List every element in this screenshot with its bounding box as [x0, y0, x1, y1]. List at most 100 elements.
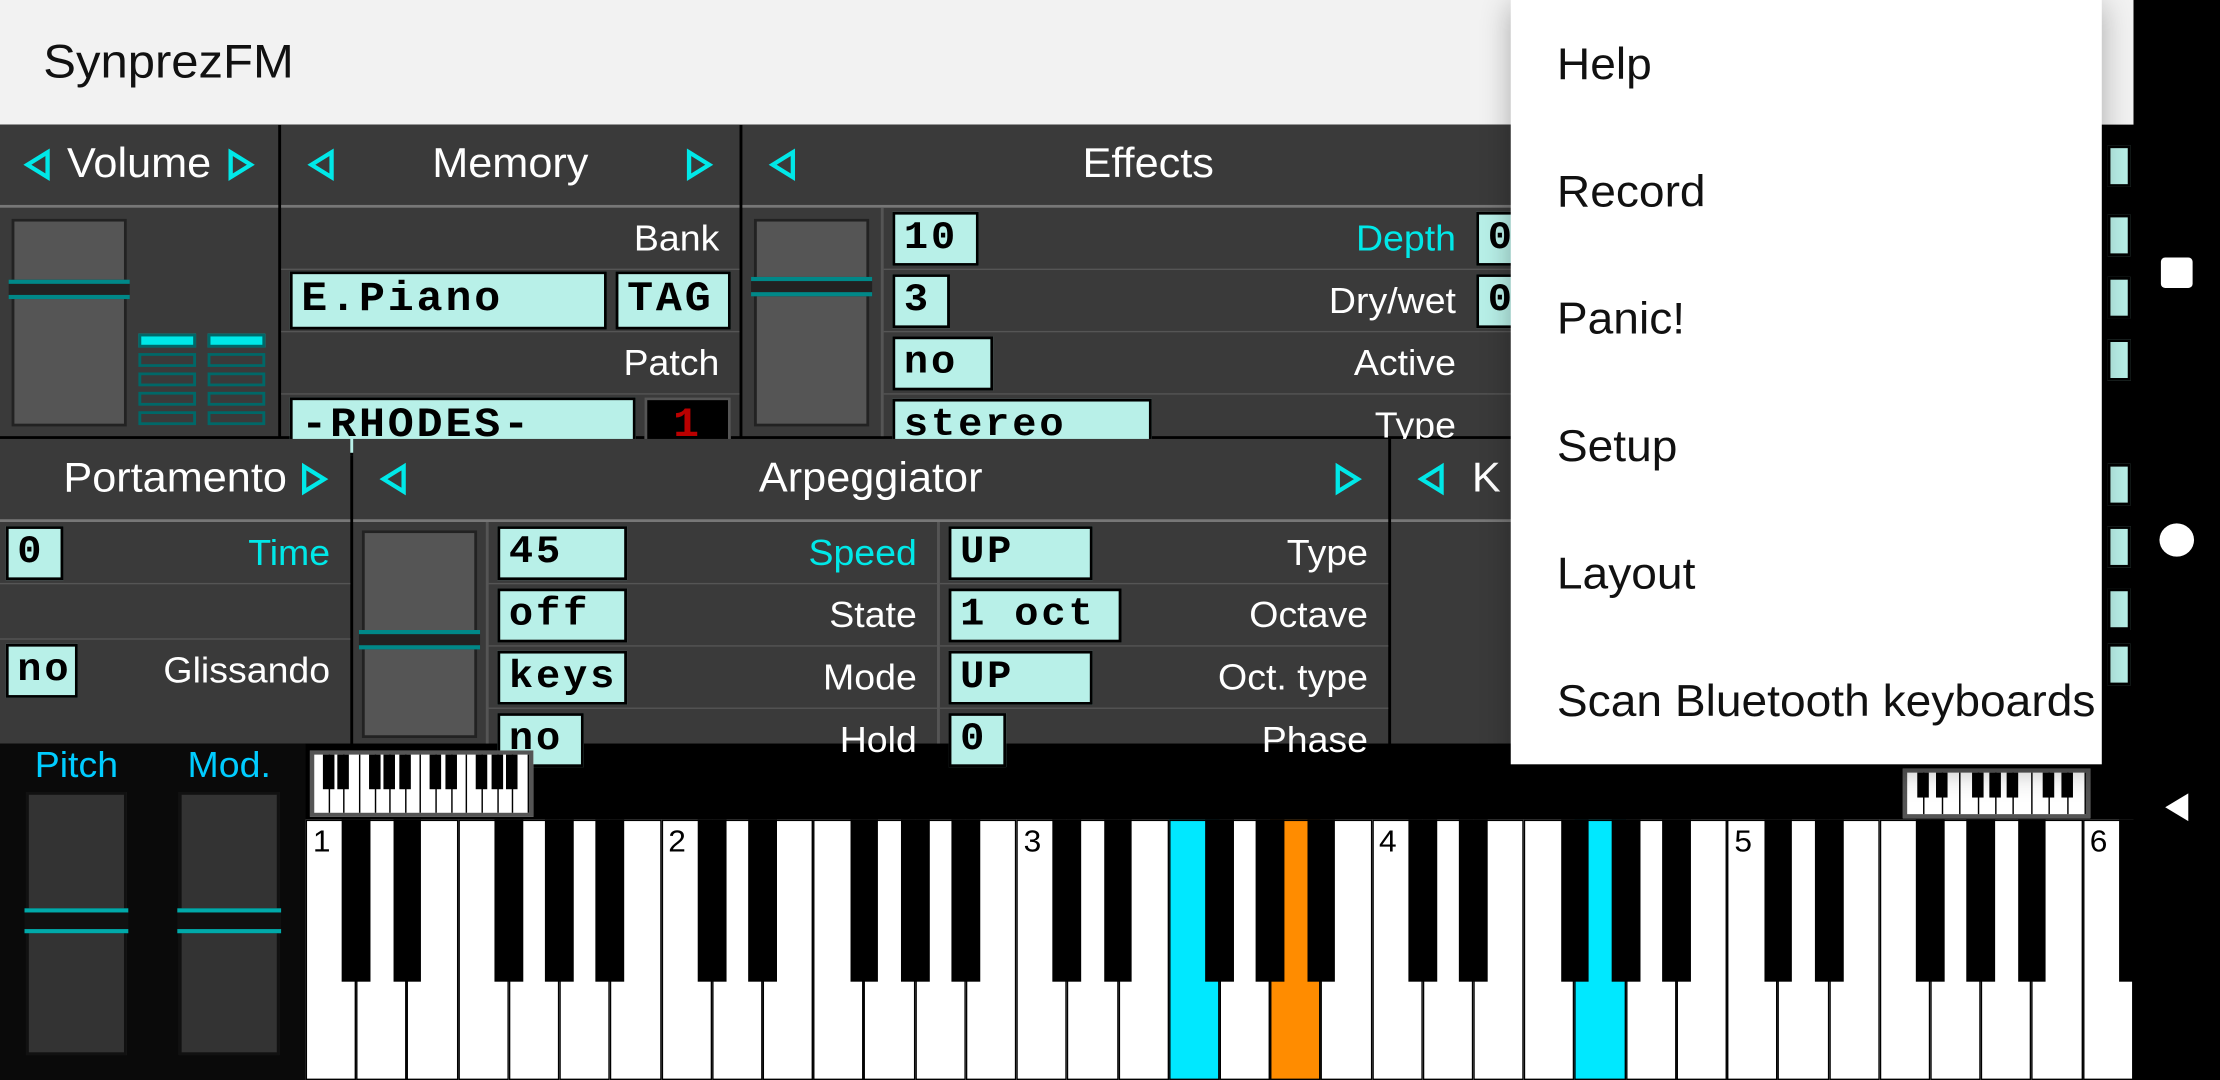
android-nav-bar: [2134, 0, 2220, 1080]
hold-label: Hold: [584, 719, 937, 762]
black-key[interactable]: [850, 820, 878, 981]
black-key[interactable]: [1205, 820, 1233, 981]
memory-next-icon[interactable]: [667, 137, 725, 192]
speed-value[interactable]: 45: [497, 525, 627, 579]
menu-setup[interactable]: Setup: [1511, 382, 2102, 509]
black-key[interactable]: [1459, 820, 1487, 981]
tag-display[interactable]: TAG: [616, 271, 731, 329]
black-key[interactable]: [1256, 820, 1284, 981]
time-value[interactable]: 0: [6, 525, 64, 579]
arp-type-value[interactable]: UP: [949, 525, 1093, 579]
effects-slider[interactable]: [754, 219, 869, 427]
drywet-value[interactable]: 3: [892, 273, 950, 327]
black-key[interactable]: [1967, 820, 1995, 981]
arp-prev-icon[interactable]: [368, 451, 426, 506]
phase-label: Phase: [1006, 719, 1388, 762]
volume-prev-icon[interactable]: [14, 137, 67, 192]
android-recent-icon[interactable]: [2157, 253, 2197, 292]
black-key[interactable]: [1408, 820, 1436, 981]
peek-lcd: [2108, 644, 2131, 686]
pitch-wheel-label: Pitch: [0, 744, 153, 787]
active-label: Active: [993, 341, 1476, 384]
portamento-next-icon[interactable]: [287, 451, 336, 506]
memory-title: Memory: [353, 141, 667, 188]
time-label: Time: [63, 531, 350, 574]
options-menu: Help Record Panic! Setup Layout Scan Blu…: [1511, 0, 2102, 764]
portamento-panel: Portamento 0 Time no Glissando: [0, 439, 350, 744]
black-key[interactable]: [494, 820, 522, 981]
peek-lcd: [2108, 339, 2131, 381]
peek-lcd: [2108, 588, 2131, 630]
menu-record[interactable]: Record: [1511, 127, 2102, 254]
arp-slider[interactable]: [362, 530, 477, 738]
octtype-label: Oct. type: [1093, 656, 1389, 699]
black-key[interactable]: [1815, 820, 1843, 981]
menu-layout[interactable]: Layout: [1511, 510, 2102, 637]
menu-help[interactable]: Help: [1511, 0, 2102, 127]
black-key[interactable]: [951, 820, 979, 981]
black-key[interactable]: [596, 820, 624, 981]
wheel-panel: Pitch Mod.: [0, 744, 306, 1080]
volume-title: Volume: [67, 141, 211, 188]
bank-display[interactable]: E.Piano: [290, 271, 607, 329]
black-key[interactable]: [1612, 820, 1640, 981]
state-label: State: [627, 593, 937, 636]
mod-wheel-label: Mod.: [153, 744, 306, 787]
vu-meter-left: [138, 219, 196, 425]
volume-slider[interactable]: [12, 219, 127, 427]
menu-panic[interactable]: Panic!: [1511, 255, 2102, 382]
peek-lcd: [2108, 464, 2131, 506]
arpeggiator-panel: Arpeggiator 45 Speed off State keys Mode: [353, 439, 1388, 744]
effects-panel: Effects 10 Depth 0 3 Dry/wet 0 no: [742, 125, 1554, 437]
android-home-icon[interactable]: [2157, 521, 2197, 560]
vu-meter-right: [208, 219, 266, 425]
black-key[interactable]: [1104, 820, 1132, 981]
black-key[interactable]: [1764, 820, 1792, 981]
arp-type-label: Type: [1093, 531, 1389, 574]
black-key[interactable]: [1561, 820, 1589, 981]
mini-keyboard-right[interactable]: [1903, 768, 2090, 818]
android-back-icon[interactable]: [2157, 788, 2197, 827]
state-value[interactable]: off: [497, 588, 627, 642]
depth-value[interactable]: 10: [892, 211, 978, 265]
peek-lcd: [2108, 215, 2131, 257]
effects-prev-icon[interactable]: [757, 137, 815, 192]
hidden-prev-icon[interactable]: [1406, 451, 1464, 506]
peek-lcd: [2108, 277, 2131, 319]
memory-panel: Memory Bank E.Piano TAG Patch -RHODES- 1: [281, 125, 739, 437]
black-key[interactable]: [901, 820, 929, 981]
black-key[interactable]: [393, 820, 421, 981]
glissando-label: Glissando: [78, 649, 350, 692]
patch-label: Patch: [281, 341, 739, 384]
glissando-value[interactable]: no: [6, 644, 78, 698]
pitch-wheel[interactable]: [26, 792, 127, 1055]
effects-title: Effects: [814, 141, 1481, 188]
black-key[interactable]: [748, 820, 776, 981]
black-key[interactable]: [698, 820, 726, 981]
mod-wheel[interactable]: [179, 792, 280, 1055]
volume-panel: Volume: [0, 125, 278, 437]
octave-value[interactable]: 1 oct: [949, 588, 1122, 642]
mini-keyboard-left[interactable]: [310, 750, 533, 816]
phase-value[interactable]: 0: [949, 713, 1007, 767]
black-key[interactable]: [1916, 820, 1944, 981]
active-value[interactable]: no: [892, 336, 993, 390]
memory-prev-icon[interactable]: [296, 137, 354, 192]
arp-next-icon[interactable]: [1316, 451, 1374, 506]
arp-title: Arpeggiator: [425, 456, 1316, 503]
depth-label: Depth: [979, 217, 1476, 260]
black-key[interactable]: [342, 820, 370, 981]
volume-next-icon[interactable]: [211, 137, 264, 192]
black-key[interactable]: [2018, 820, 2046, 981]
black-key[interactable]: [1307, 820, 1335, 981]
speed-label: Speed: [627, 531, 937, 574]
black-key[interactable]: [1662, 820, 1690, 981]
app-title: SynprezFM: [43, 35, 294, 89]
mode-value[interactable]: keys: [497, 650, 627, 704]
black-key[interactable]: [1053, 820, 1081, 981]
black-key[interactable]: [545, 820, 573, 981]
menu-scan-bluetooth[interactable]: Scan Bluetooth keyboards: [1511, 637, 2102, 764]
octtype-value[interactable]: UP: [949, 650, 1093, 704]
piano-keyboard[interactable]: 123456: [306, 820, 2134, 1080]
drywet-label: Dry/wet: [950, 279, 1476, 322]
